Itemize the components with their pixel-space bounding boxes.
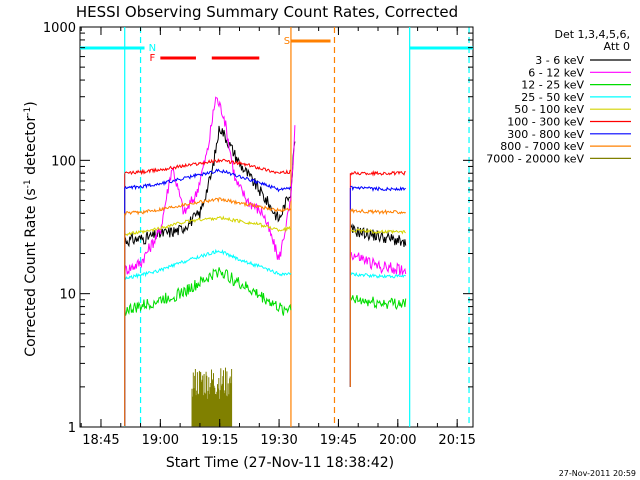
series-25-50-kev-2: [350, 271, 406, 279]
series-3-6-kev-2: [349, 223, 407, 247]
y-axis-label-main: Corrected Count Rate (s: [23, 188, 39, 356]
legend-label-2: 12 - 25 keV: [521, 79, 584, 92]
x-tick-label-5: 20:00: [379, 433, 416, 448]
flag-label-n: N: [149, 43, 156, 54]
series-12-25-kev: [124, 267, 292, 316]
x-tick-label-1: 19:00: [142, 433, 179, 448]
legend-title-line2: Att 0: [604, 40, 630, 53]
flag-label-s: S: [284, 36, 290, 47]
x-axis-label: Start Time (27-Nov-11 18:38:42): [166, 455, 394, 471]
x-tick-label-2: 19:15: [201, 433, 238, 448]
series-800-7000-kev-2: [349, 207, 406, 216]
legend-title-line1: Det 1,3,4,5,6,: [554, 28, 630, 41]
y-axis-label: Corrected Count Rate (s-1 detector-1): [23, 101, 39, 356]
x-axis-ticks: 18:45 19:00 19:15 19:30 19:45 20:00 20:15: [80, 27, 476, 448]
series-layer: [124, 96, 407, 427]
series-12-25-kev-2: [349, 295, 407, 311]
x-tick-label-6: 20:15: [438, 433, 475, 448]
legend-label-6: 300 - 800 keV: [507, 128, 584, 141]
series-800-7000-kev: [124, 197, 292, 216]
series-300-800-kev: [124, 168, 292, 193]
vertical-markers: [124, 27, 470, 427]
series-50-100-kev: [124, 215, 292, 237]
chart-title: HESSI Observing Summary Count Rates, Cor…: [76, 3, 458, 21]
y-axis-label-mid: detector: [23, 116, 39, 180]
legend-label-1: 6 - 12 keV: [528, 66, 584, 79]
y-tick-label-1: 10: [59, 288, 76, 303]
series-25-50-kev: [124, 248, 292, 280]
y-axis-label-exp1: -1: [23, 179, 33, 188]
y-axis-label-end: ): [23, 101, 39, 106]
x-tick-label-3: 19:30: [260, 433, 297, 448]
legend-label-7: 800 - 7000 keV: [500, 140, 584, 153]
y-tick-label-0: 1: [68, 421, 76, 436]
legend-label-8: 7000 - 20000 keV: [486, 152, 584, 165]
attenuator-bars: [80, 39, 473, 60]
legend-label-5: 100 - 300 keV: [507, 116, 584, 129]
y-tick-label-3: 1000: [43, 21, 76, 36]
x-tick-label-4: 19:45: [320, 433, 357, 448]
series-100-300-kev-2: [349, 170, 406, 177]
series-7000-20000-kev: [191, 367, 233, 427]
flag-labels: NF S: [149, 36, 290, 64]
series-100-300-kev: [124, 158, 291, 176]
flag-label-f: F: [150, 53, 156, 64]
legend-label-4: 50 - 100 keV: [514, 103, 584, 116]
legend-label-0: 3 - 6 keV: [535, 54, 584, 67]
timestamp: 27-Nov-2011 20:59: [559, 469, 636, 478]
legend-label-3: 25 - 50 keV: [521, 91, 584, 104]
y-axis-label-exp2: -1: [23, 107, 33, 116]
x-tick-label-0: 18:45: [82, 433, 119, 448]
plot-frame: [79, 26, 474, 428]
series-6-12-kev-2: [349, 252, 407, 276]
y-axis-ticks: 1 10 100 1000: [43, 21, 473, 436]
series-50-100-kev-2: [349, 228, 406, 235]
series-300-800-kev-2: [350, 185, 406, 192]
y-tick-label-2: 100: [51, 154, 76, 169]
